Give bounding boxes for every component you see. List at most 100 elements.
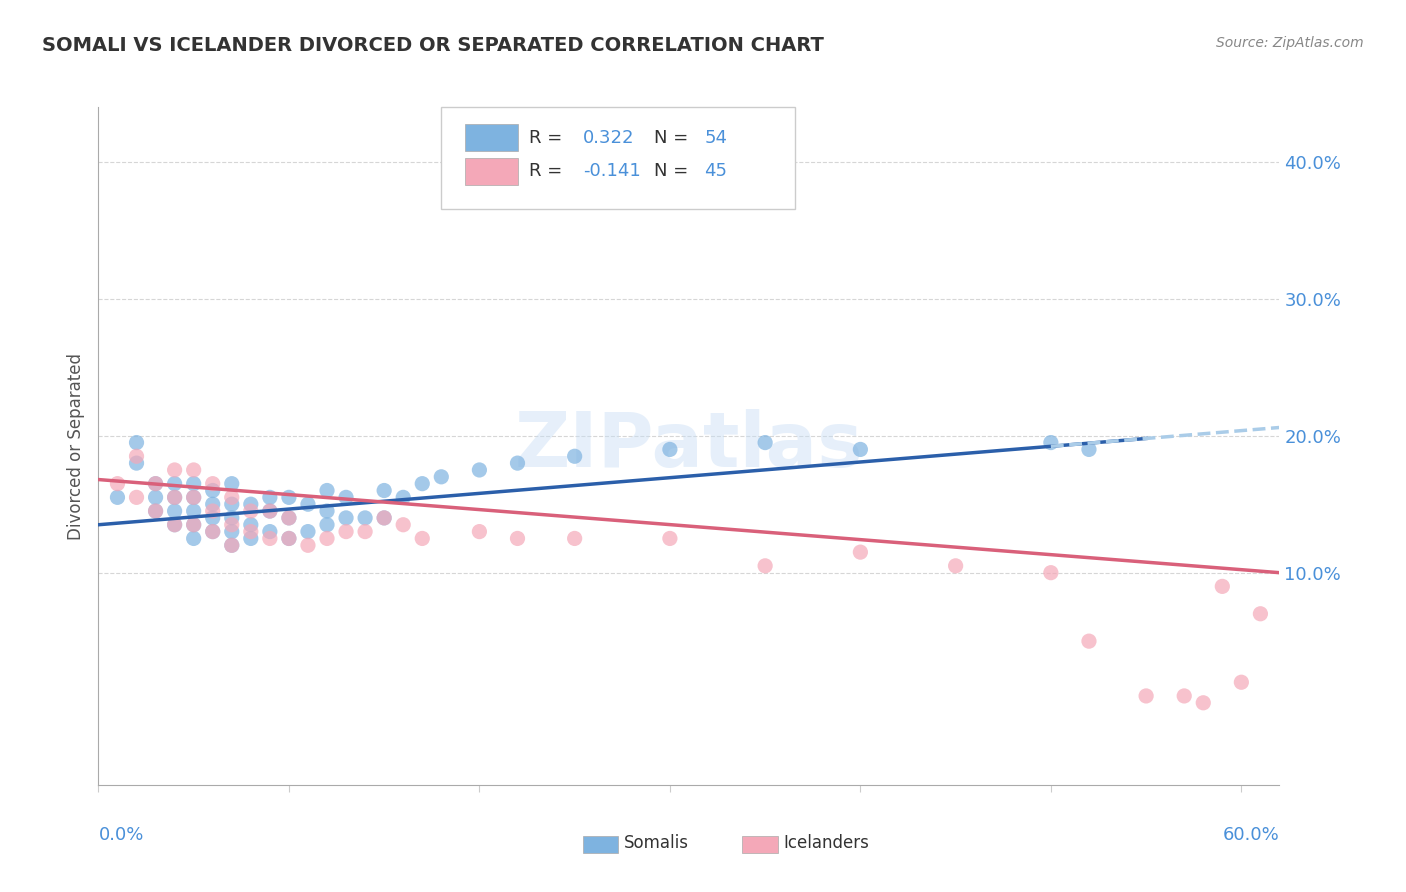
Point	[183, 491, 205, 505]
Point	[201, 476, 224, 491]
Text: N =: N =	[654, 162, 693, 180]
Point	[259, 532, 281, 546]
Point	[239, 497, 262, 511]
Point	[335, 511, 357, 525]
Point	[277, 532, 299, 546]
Point	[221, 517, 243, 532]
Point	[183, 463, 205, 477]
Point	[506, 456, 529, 470]
Point	[1039, 435, 1062, 450]
Point	[183, 504, 205, 518]
Point	[849, 442, 872, 457]
Text: R =: R =	[530, 162, 568, 180]
Point	[145, 476, 167, 491]
Point	[259, 491, 281, 505]
Text: 54: 54	[704, 128, 727, 146]
Point	[201, 524, 224, 539]
Text: N =: N =	[654, 128, 693, 146]
Text: Somalis: Somalis	[624, 834, 689, 852]
Point	[392, 491, 415, 505]
Point	[221, 538, 243, 552]
Point	[392, 517, 415, 532]
Point	[107, 491, 129, 505]
Text: SOMALI VS ICELANDER DIVORCED OR SEPARATED CORRELATION CHART: SOMALI VS ICELANDER DIVORCED OR SEPARATE…	[42, 36, 824, 54]
Point	[297, 497, 319, 511]
Point	[183, 517, 205, 532]
FancyBboxPatch shape	[582, 836, 619, 853]
Point	[183, 517, 205, 532]
Point	[316, 504, 339, 518]
Point	[277, 511, 299, 525]
Point	[221, 491, 243, 505]
Point	[658, 442, 681, 457]
Point	[277, 532, 299, 546]
Point	[564, 532, 586, 546]
Point	[945, 558, 967, 573]
Point	[163, 463, 186, 477]
Point	[259, 524, 281, 539]
FancyBboxPatch shape	[464, 158, 517, 185]
Point	[430, 470, 453, 484]
Point	[221, 511, 243, 525]
Text: 45: 45	[704, 162, 727, 180]
Point	[1078, 442, 1101, 457]
Point	[277, 511, 299, 525]
Point	[163, 491, 186, 505]
Point	[754, 435, 776, 450]
Point	[201, 511, 224, 525]
Point	[221, 497, 243, 511]
Point	[1211, 579, 1233, 593]
Point	[1173, 689, 1195, 703]
Text: 0.0%: 0.0%	[98, 826, 143, 844]
Point	[335, 524, 357, 539]
Point	[277, 491, 299, 505]
Point	[163, 517, 186, 532]
Point	[183, 476, 205, 491]
Point	[163, 476, 186, 491]
Point	[373, 511, 395, 525]
Point	[468, 524, 491, 539]
Point	[297, 524, 319, 539]
Text: R =: R =	[530, 128, 568, 146]
Point	[125, 491, 148, 505]
Point	[411, 532, 433, 546]
Point	[145, 504, 167, 518]
Point	[183, 491, 205, 505]
Point	[183, 532, 205, 546]
Point	[1249, 607, 1271, 621]
Point	[468, 463, 491, 477]
FancyBboxPatch shape	[742, 836, 778, 853]
Point	[335, 491, 357, 505]
Point	[1078, 634, 1101, 648]
Point	[239, 517, 262, 532]
Point	[411, 476, 433, 491]
Point	[221, 524, 243, 539]
Point	[849, 545, 872, 559]
Point	[297, 538, 319, 552]
Point	[506, 532, 529, 546]
Point	[201, 504, 224, 518]
Point	[239, 504, 262, 518]
Point	[221, 538, 243, 552]
Point	[1135, 689, 1157, 703]
Text: 0.322: 0.322	[582, 128, 634, 146]
Point	[201, 497, 224, 511]
Point	[201, 483, 224, 498]
Point	[125, 435, 148, 450]
Point	[1039, 566, 1062, 580]
Point	[316, 517, 339, 532]
Point	[221, 476, 243, 491]
Point	[163, 517, 186, 532]
Text: -0.141: -0.141	[582, 162, 640, 180]
Point	[1192, 696, 1215, 710]
Point	[754, 558, 776, 573]
Point	[373, 511, 395, 525]
Point	[316, 532, 339, 546]
Point	[316, 483, 339, 498]
Y-axis label: Divorced or Separated: Divorced or Separated	[66, 352, 84, 540]
Text: Icelanders: Icelanders	[783, 834, 869, 852]
Point	[564, 450, 586, 464]
FancyBboxPatch shape	[441, 107, 796, 209]
Text: 60.0%: 60.0%	[1223, 826, 1279, 844]
Point	[239, 532, 262, 546]
